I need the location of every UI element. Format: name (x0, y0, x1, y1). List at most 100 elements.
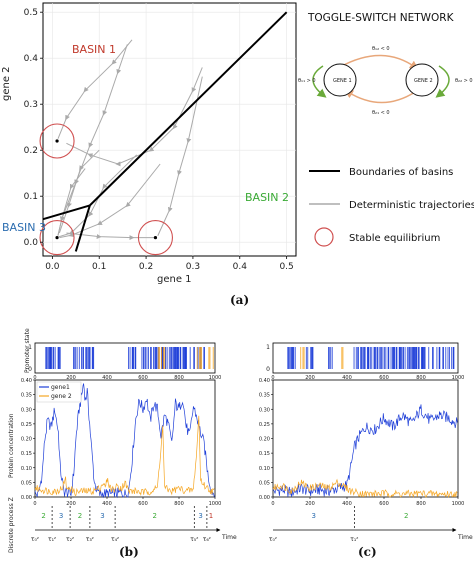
conc-xtick-label: 400 (102, 501, 112, 507)
conc-ytick-label: 0.25 (21, 422, 32, 428)
x-axis-label: gene 1 (157, 274, 192, 285)
y-tick-label: 0.1 (24, 192, 38, 202)
z-segment-label: 3 (198, 512, 202, 520)
z-segment-label: 2 (78, 512, 82, 520)
gene2-node (405, 63, 439, 97)
self-loop-right (435, 65, 450, 98)
z-tau-label: τ₄ᶻ (111, 536, 119, 543)
promoter-xtick-label: 1000 (452, 375, 465, 381)
legend-a: Boundaries of basins Deterministic traje… (309, 167, 474, 247)
promoter-ytick-label: 0 (28, 366, 32, 373)
conc-xtick-label: 200 (305, 501, 315, 507)
y-tick-label: 0.4 (24, 54, 39, 64)
promoter-xtick-label: 800 (416, 375, 426, 381)
z-tau-label: τ₅ᶻ (190, 536, 198, 543)
series-gene2-line (272, 478, 458, 499)
conc-ytick-label: 0.05 (21, 480, 32, 486)
y-tick-label: 0.0 (24, 238, 39, 248)
y-tick-label: 0.5 (24, 8, 38, 18)
promoter-xtick-label: 0 (271, 375, 274, 381)
edge-top-label: θ₁₂ < 0 (372, 46, 390, 52)
conc-xtick-label: 800 (416, 501, 426, 507)
legend-equilibrium-label: Stable equilibrium (349, 233, 440, 244)
b-legend-gene1: gene1 (51, 384, 70, 391)
promoter-xtick-label: 0 (33, 375, 36, 381)
basin1-label: BASIN 1 (72, 43, 116, 56)
promoter-ytick-label: 1 (266, 344, 270, 351)
equilibrium-point (55, 139, 59, 143)
caption-b: (b) (119, 545, 139, 559)
b-conc-ylabel: Protein concentration (8, 413, 15, 478)
caption-c: (c) (358, 545, 377, 559)
conc-ytick-label: 0.40 (259, 378, 270, 384)
conc-ytick-label: 0.00 (21, 495, 32, 501)
equilibrium-point (153, 236, 158, 240)
promoter-xtick-label: 600 (138, 375, 148, 381)
edge-bottom-label: θ₂₁ < 0 (372, 110, 390, 116)
series-gene1-line (34, 383, 215, 499)
panel-b: 0100200200400400600600800800100010000.00… (8, 328, 237, 559)
c-time-label: Time (457, 534, 473, 541)
conc-xtick-label: 1000 (209, 501, 222, 507)
trajectory-line (157, 76, 203, 236)
self-left-label: θ₁₁ > 0 (298, 78, 316, 84)
basin-boundary (42, 204, 91, 221)
z-tau-label: τ₁ᶻ (350, 536, 358, 543)
x-tick-label: 0.3 (186, 262, 200, 272)
z-segment-label: 2 (152, 512, 156, 520)
conc-ytick-label: 0.25 (259, 422, 270, 428)
b-promoter-frame (34, 342, 216, 374)
b-promoter-ylabel: Promoter state (24, 328, 31, 373)
gene1-node-label: GENE 1 (333, 78, 352, 84)
conc-ytick-label: 0.40 (21, 378, 32, 384)
gene1-node (323, 63, 357, 97)
series-gene1-line (272, 404, 458, 497)
promoter-xtick-label: 200 (66, 375, 76, 381)
z-segment-label: 2 (41, 512, 45, 520)
z-segment-label: 2 (404, 512, 408, 520)
b-legend-gene2: gene 2 (51, 393, 72, 400)
panel-c: 0100200200400400600600800800100010000.00… (259, 342, 473, 559)
z-tau-label: τ₆ᶻ (203, 536, 211, 543)
c-conc-frame (272, 379, 459, 498)
basin-boundary (89, 11, 288, 207)
z-tau-label: τ₃ᶻ (86, 536, 94, 543)
panel-a: 0.0 0.1 0.2 0.3 0.4 0.5 0.0 0.1 0.2 0.3 0.4 0.5 gen… (1, 2, 474, 307)
z-segment-label: 3 (311, 512, 315, 520)
b-legend: gene1 gene 2 (36, 381, 82, 403)
equilibrium-circle (39, 220, 75, 256)
self-right-label: θ₂₂ > 0 (455, 78, 473, 84)
z-tau-label: τ₂ᶻ (66, 536, 74, 543)
x-tick-label: 0.2 (139, 262, 153, 272)
x-tick-label: 0.4 (233, 262, 248, 272)
promoter-xtick-label: 600 (379, 375, 389, 381)
legend-boundary-label: Boundaries of basins (349, 167, 453, 178)
x-tick-label: 0.0 (45, 262, 60, 272)
promoter-xtick-label: 1000 (209, 375, 222, 381)
equilibrium-point (55, 236, 59, 240)
z-segment-label: 3 (59, 512, 63, 520)
conc-ytick-label: 0.30 (21, 407, 32, 413)
edge-bottom-arrow (344, 89, 416, 104)
gene2-node-label: GENE 2 (414, 78, 433, 84)
conc-ytick-label: 0.10 (21, 466, 32, 472)
y-tick-label: 0.2 (24, 146, 38, 156)
equilibrium-circle (39, 123, 75, 159)
b-time-label: Time (221, 534, 237, 541)
legend-trajectory-label: Deterministic trajectories (349, 200, 474, 211)
promoter-xtick-label: 200 (305, 375, 315, 381)
conc-ytick-label: 0.00 (259, 495, 270, 501)
conc-xtick-label: 400 (342, 501, 352, 507)
z-segment-label: 1 (209, 512, 213, 520)
conc-ytick-label: 0.20 (259, 437, 270, 443)
conc-ytick-label: 0.20 (21, 437, 32, 443)
basin-boundary (74, 205, 91, 252)
z-tau-label: τ₁ᶻ (48, 536, 56, 543)
conc-ytick-label: 0.35 (21, 393, 32, 399)
edge-top-arrow (339, 54, 419, 70)
b-discrete-ylabel: Discrete process Z (8, 497, 15, 553)
conc-ytick-label: 0.35 (259, 393, 270, 399)
z-tau-label: τ₀ᶻ (31, 536, 39, 543)
network-diagram: GENE 1 GENE 2 θ₁₂ < 0 θ₂₁ < 0 θ₁₁ > 0 θ₂… (298, 46, 473, 116)
conc-ytick-label: 0.15 (259, 451, 270, 457)
